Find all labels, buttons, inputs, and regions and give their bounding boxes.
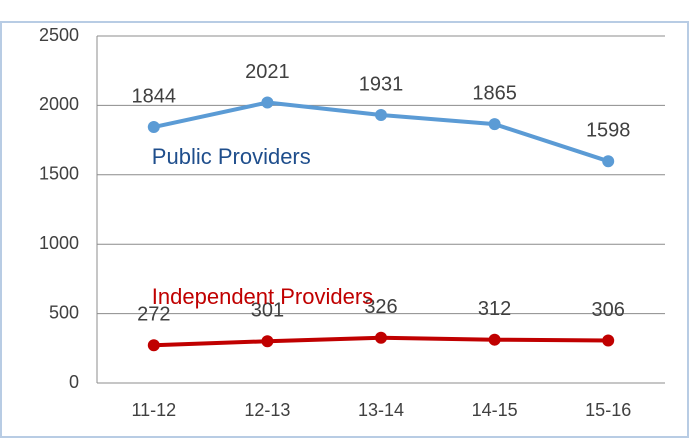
point	[147, 339, 160, 352]
y-tick-label: 2500	[39, 25, 79, 45]
point	[488, 333, 501, 346]
series-label: Public Providers	[152, 144, 311, 169]
y-tick-label: 1500	[39, 164, 79, 184]
data-label: 1931	[359, 73, 404, 95]
data-label: 272	[137, 304, 170, 326]
y-tick-label: 500	[49, 302, 79, 322]
x-tick-label: 11-12	[131, 400, 176, 420]
point	[261, 96, 274, 109]
data-label: 1865	[472, 82, 517, 104]
data-label: 1598	[586, 119, 631, 141]
data-label: 1844	[132, 85, 177, 107]
data-label: 312	[478, 298, 511, 320]
y-tick-label: 1000	[39, 233, 79, 253]
chart-frame	[0, 21, 689, 438]
x-tick-label: 13-14	[358, 400, 404, 420]
point	[488, 118, 501, 131]
point	[147, 121, 160, 134]
y-tick-label: 0	[69, 372, 79, 392]
y-tick-label: 2000	[39, 94, 79, 114]
data-label: 301	[251, 300, 284, 322]
point	[602, 334, 615, 347]
data-label: 306	[592, 299, 625, 321]
point	[375, 108, 387, 121]
series-label: Independent Providers	[152, 284, 373, 309]
x-tick-label: 14-15	[472, 400, 518, 420]
data-label: 326	[364, 296, 397, 318]
point	[261, 335, 274, 348]
point	[602, 155, 615, 168]
x-tick-label: 15-16	[585, 400, 631, 420]
x-tick-label: 12-13	[244, 400, 290, 420]
point	[375, 331, 387, 344]
data-label: 2021	[245, 61, 290, 83]
